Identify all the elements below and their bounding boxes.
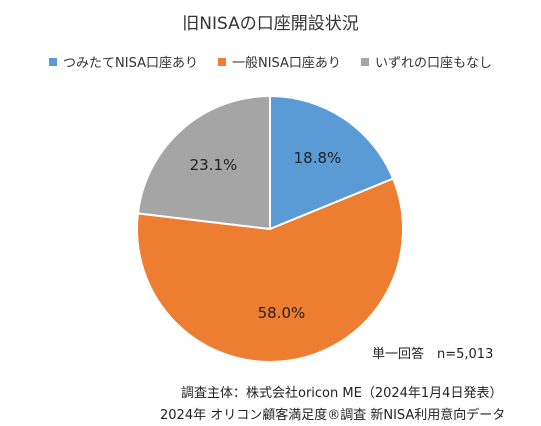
legend-swatch-tsumitate: [49, 57, 58, 66]
pie-slice-ippan: [136, 177, 404, 363]
legend-item-none: いずれの口座もなし: [360, 52, 492, 71]
data-label-tsumitate: 18.8%: [294, 149, 342, 167]
legend-swatch-none: [360, 57, 369, 66]
pie-slice-none: [136, 94, 271, 231]
legend-label-none: いずれの口座もなし: [374, 56, 492, 71]
chart-title: 旧NISAの口座開設状況: [182, 14, 359, 34]
legend-item-ippan: 一般NISA口座あり: [217, 52, 341, 71]
legend-label-ippan: 一般NISA口座あり: [231, 56, 341, 71]
legend-item-tsumitate: つみたてNISA口座あり: [49, 52, 198, 71]
pie-slice-tsumitate: [269, 94, 395, 231]
sample-size-note: 単一回答 n=5,013: [372, 347, 494, 362]
legend-label-tsumitate: つみたてNISA口座あり: [63, 56, 198, 71]
data-label-ippan: 58.0%: [258, 304, 306, 322]
source-line-1: 調査主体：株式会社oricon ME（2024年1月4日発表）: [181, 386, 503, 401]
source-line-2: 2024年 オリコン顧客満足度®調査 新NISA利用意向データ: [160, 408, 506, 423]
legend: つみたてNISA口座あり 一般NISA口座あり いずれの口座もなし: [0, 52, 541, 71]
legend-swatch-ippan: [217, 57, 226, 66]
data-label-none: 23.1%: [190, 156, 238, 174]
